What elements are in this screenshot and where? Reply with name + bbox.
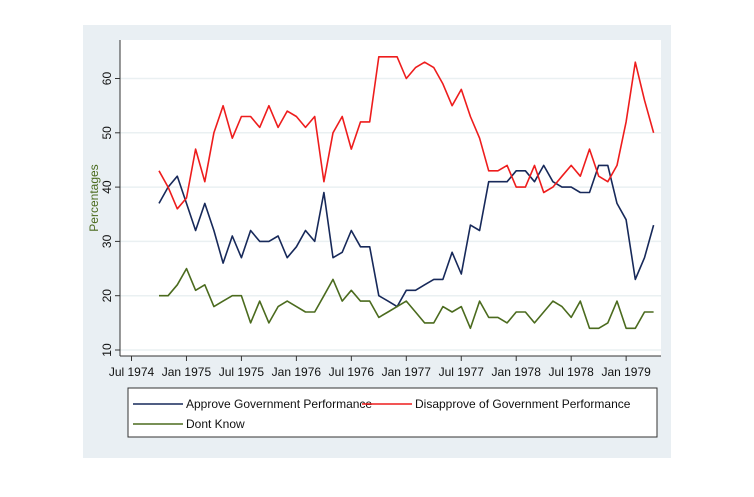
x-tick-label: Jul 1974 xyxy=(109,365,155,379)
legend-label: Approve Government Performance xyxy=(186,397,372,411)
x-tick-label: Jul 1976 xyxy=(329,365,375,379)
y-tick-label: 30 xyxy=(100,234,114,248)
y-tick-label: 10 xyxy=(100,343,114,357)
x-tick-label: Jan 1979 xyxy=(601,365,651,379)
legend: Approve Government Performance Disapprove… xyxy=(127,387,658,438)
x-tick-label: Jul 1977 xyxy=(439,365,485,379)
x-tick-label: Jan 1975 xyxy=(162,365,212,379)
x-tick-label: Jan 1977 xyxy=(382,365,432,379)
series-line-2 xyxy=(159,267,654,330)
legend-label: Dont Know xyxy=(186,417,245,431)
y-tick-label: 40 xyxy=(100,180,114,194)
y-axis-label: Percentages xyxy=(87,164,101,231)
y-tick-label: 20 xyxy=(100,289,114,303)
x-tick-label: Jul 1978 xyxy=(548,365,594,379)
legend-box xyxy=(127,387,658,438)
x-tick-label: Jan 1976 xyxy=(272,365,322,379)
x-tick-label: Jan 1978 xyxy=(492,365,542,379)
x-tick-label: Jul 1975 xyxy=(219,365,265,379)
plot-area xyxy=(120,40,661,356)
y-tick-label: 60 xyxy=(100,72,114,86)
series-line-0 xyxy=(158,164,655,308)
legend-label: Disapprove of Government Performance xyxy=(415,397,631,411)
y-tick-label: 50 xyxy=(100,126,114,140)
